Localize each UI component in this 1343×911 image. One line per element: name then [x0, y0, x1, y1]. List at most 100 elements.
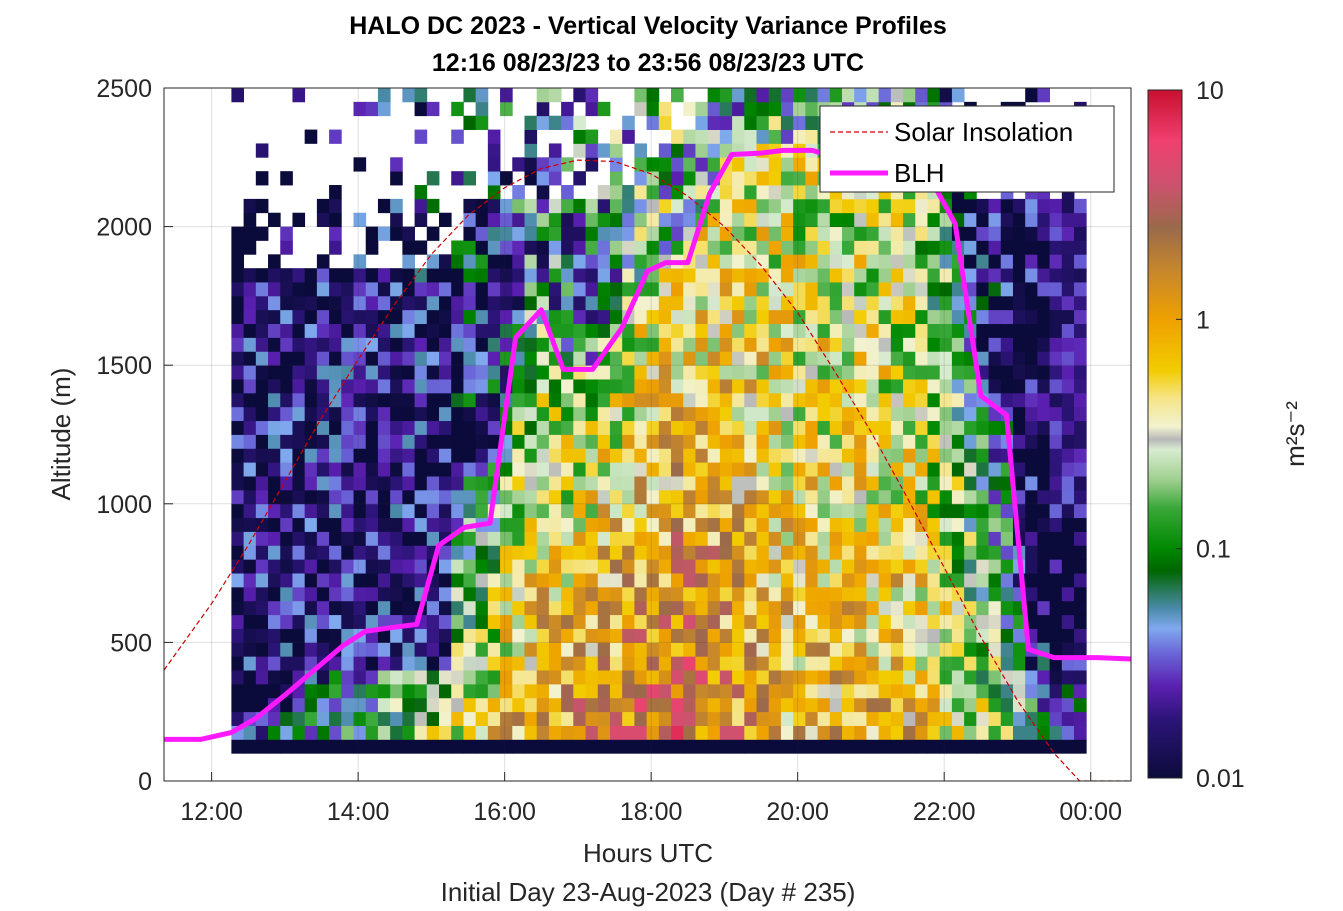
- heatmap-cell: [671, 185, 684, 200]
- heatmap-cell: [573, 614, 586, 629]
- heatmap-cell: [280, 351, 293, 366]
- heatmap-cell: [377, 448, 391, 463]
- heatmap-cell: [548, 379, 562, 394]
- heatmap-cell: [402, 365, 415, 380]
- heatmap-cell: [377, 545, 391, 560]
- heatmap-cell: [377, 351, 391, 366]
- heatmap-cell: [255, 531, 269, 546]
- heatmap-cell: [756, 559, 770, 574]
- heatmap-cell: [903, 295, 916, 311]
- heatmap-cell: [927, 642, 941, 657]
- heatmap-cell: [658, 226, 672, 241]
- heatmap-cell: [976, 295, 989, 311]
- heatmap-cell: [707, 198, 721, 214]
- heatmap-cell: [671, 282, 684, 297]
- heatmap-cell: [243, 503, 257, 519]
- heatmap-cell: [280, 268, 293, 283]
- heatmap-cell: [1012, 614, 1026, 629]
- heatmap-cell: [768, 600, 782, 616]
- heatmap-cell: [414, 476, 428, 491]
- heatmap-cell: [365, 379, 379, 394]
- heatmap-cell: [842, 365, 855, 380]
- heatmap-cell: [365, 573, 379, 588]
- heatmap-cell: [414, 88, 428, 103]
- heatmap-cell: [719, 448, 733, 463]
- x-tick-label: 16:00: [473, 798, 536, 826]
- heatmap-cell: [1037, 517, 1050, 532]
- heatmap-cell: [597, 489, 611, 505]
- heatmap-cell: [304, 559, 318, 574]
- heatmap-cell: [903, 268, 916, 283]
- heatmap-cell: [377, 420, 391, 435]
- heatmap-cell: [573, 725, 586, 740]
- heatmap-cell: [536, 670, 550, 685]
- heatmap-cell: [915, 573, 928, 588]
- heatmap-cell: [878, 697, 892, 713]
- heatmap-cell: [536, 434, 550, 449]
- heatmap-cell: [719, 711, 733, 726]
- heatmap-cell: [524, 614, 538, 629]
- heatmap-cell: [1012, 642, 1026, 657]
- heatmap-cell: [658, 448, 672, 463]
- heatmap-cell: [1049, 351, 1063, 366]
- heatmap-cell: [402, 226, 415, 241]
- heatmap-cell: [536, 212, 550, 227]
- heatmap-cell: [707, 489, 721, 505]
- heatmap-cell: [695, 185, 709, 200]
- heatmap-cell: [365, 725, 379, 740]
- heatmap-cell: [329, 545, 342, 560]
- heatmap-cell: [243, 323, 257, 338]
- y-tick-label: 500: [110, 629, 152, 657]
- heatmap-cell: [903, 559, 916, 574]
- heatmap-cell: [1074, 212, 1087, 227]
- heatmap-cell: [341, 517, 354, 532]
- heatmap-cell: [829, 586, 843, 602]
- heatmap-cell: [634, 739, 647, 754]
- heatmap-cell: [951, 725, 965, 740]
- heatmap-cell: [475, 268, 489, 283]
- heatmap-cell: [756, 337, 770, 352]
- heatmap-cell: [1000, 517, 1014, 532]
- heatmap-cell: [951, 309, 965, 325]
- heatmap-cell: [939, 725, 953, 740]
- heatmap-cell: [866, 392, 880, 408]
- heatmap-cell: [243, 268, 257, 283]
- heatmap-cell: [255, 739, 269, 754]
- heatmap-cell: [475, 614, 489, 629]
- heatmap-cell: [634, 476, 647, 491]
- heatmap-cell: [500, 739, 513, 754]
- heatmap-cell: [903, 642, 916, 657]
- heatmap-cell: [890, 503, 904, 519]
- heatmap-cell: [316, 462, 330, 477]
- x-tick-label: 20:00: [766, 798, 829, 826]
- heatmap-cell: [768, 642, 782, 657]
- heatmap-cell: [512, 434, 525, 449]
- heatmap-cell: [1049, 725, 1063, 740]
- heatmap-cell: [1049, 295, 1063, 311]
- heatmap-cell: [744, 309, 757, 325]
- heatmap-cell: [524, 226, 538, 241]
- heatmap-cell: [1012, 240, 1026, 255]
- heatmap-cell: [756, 406, 770, 422]
- heatmap-cell: [243, 212, 257, 227]
- heatmap-cell: [1061, 517, 1075, 532]
- heatmap-cell: [548, 143, 562, 158]
- heatmap-cell: [597, 462, 611, 477]
- heatmap-cell: [585, 282, 599, 297]
- heatmap-cell: [463, 462, 477, 477]
- heatmap-cell: [414, 503, 428, 519]
- heatmap-cell: [683, 129, 696, 144]
- heatmap-cell: [377, 88, 391, 103]
- heatmap-cell: [646, 115, 660, 130]
- heatmap-cell: [243, 309, 257, 325]
- heatmap-cell: [304, 462, 318, 477]
- heatmap-cell: [548, 739, 562, 754]
- heatmap-cell: [548, 517, 562, 532]
- heatmap-cell: [414, 573, 428, 588]
- heatmap-cell: [329, 295, 342, 311]
- heatmap-cell: [280, 739, 293, 754]
- heatmap-cell: [646, 282, 660, 297]
- heatmap-cell: [939, 448, 953, 463]
- heatmap-cell: [1037, 628, 1050, 643]
- heatmap-cell: [915, 88, 928, 103]
